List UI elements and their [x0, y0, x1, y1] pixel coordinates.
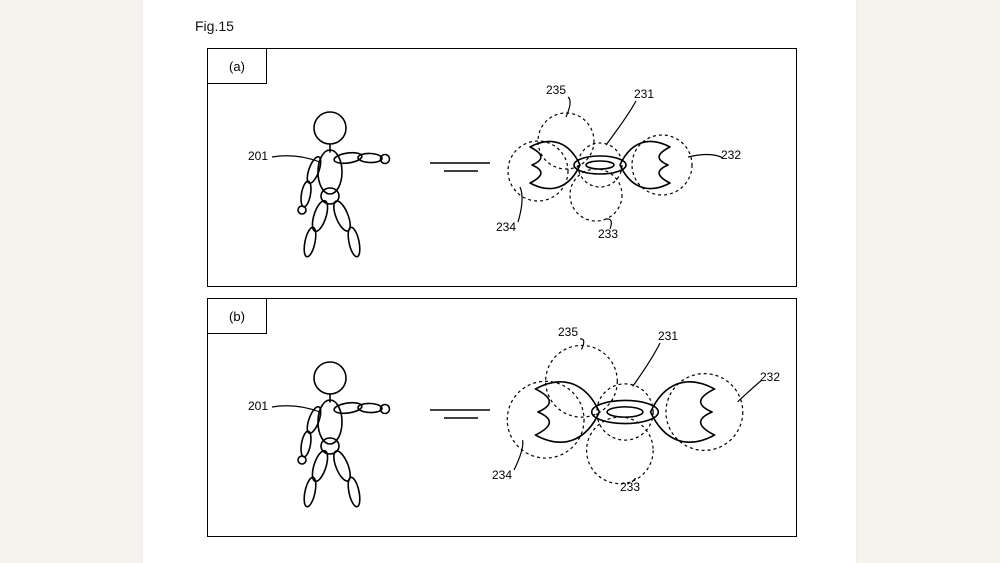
diagram-svg: [0, 0, 1000, 563]
page-root: Fig.15 (a) (b) 201 235 231 232 234 233 2…: [0, 0, 1000, 563]
